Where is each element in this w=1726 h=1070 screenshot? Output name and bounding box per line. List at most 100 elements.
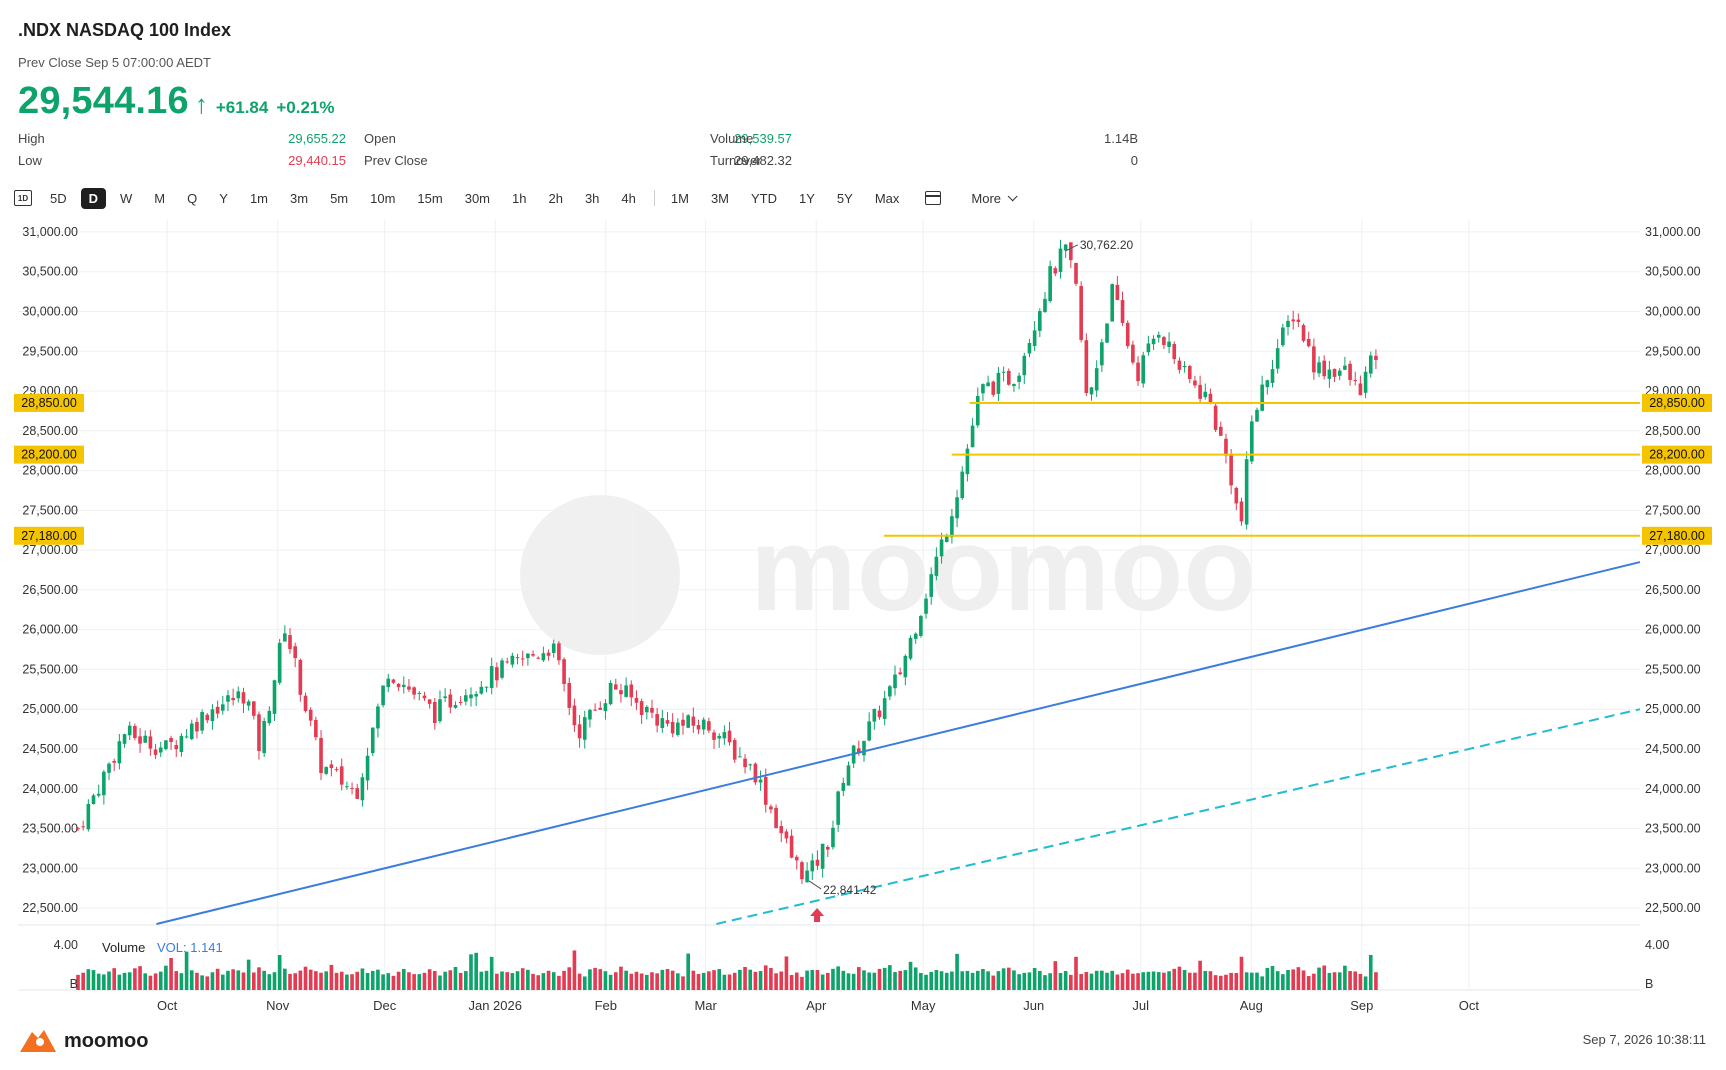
- volume-bar: [981, 968, 985, 990]
- timeframe-y-button[interactable]: Y: [219, 190, 228, 206]
- candle-body: [1291, 319, 1295, 322]
- timeframe-ytd-button[interactable]: YTD: [751, 190, 778, 206]
- y-tick-label-right: 28,500.00: [1645, 424, 1701, 438]
- candle-body: [500, 660, 504, 678]
- volume-bar: [1239, 956, 1244, 990]
- volume-bar: [515, 971, 520, 990]
- candle-body: [143, 735, 148, 743]
- candle: [1177, 357, 1182, 374]
- timeframe-w-button[interactable]: W: [120, 190, 133, 206]
- y-tick-label-right: 26,000.00: [1645, 623, 1701, 637]
- candle: [1120, 291, 1125, 326]
- y-tick-label-right: 24,500.00: [1645, 742, 1701, 756]
- timeframe-3h-button[interactable]: 3h: [584, 190, 600, 206]
- candle: [1327, 360, 1332, 388]
- candle-body: [339, 766, 344, 785]
- volume-bar: [944, 972, 949, 990]
- timeframe-5d-button[interactable]: 5D: [50, 190, 67, 206]
- timeframe-3m-button[interactable]: 3m: [290, 190, 309, 206]
- x-tick-label: Apr: [806, 998, 827, 1013]
- volume-bar: [1032, 968, 1037, 990]
- timeframe-1m-button[interactable]: 1M: [670, 190, 689, 206]
- volume-bar: [1270, 966, 1275, 990]
- timeframe-5m-button[interactable]: 5m: [330, 190, 349, 206]
- calendar-icon[interactable]: [925, 191, 942, 205]
- candle: [1270, 359, 1275, 388]
- candle: [298, 658, 303, 702]
- candle-body: [495, 667, 499, 681]
- candle-body: [934, 556, 939, 576]
- timeframe-max-button[interactable]: Max: [874, 190, 900, 206]
- intraday-icon[interactable]: 1D: [14, 190, 32, 206]
- volume-bar: [1363, 976, 1368, 990]
- candle: [893, 665, 897, 696]
- level-badge-label: 28,200.00: [21, 448, 77, 462]
- more-button[interactable]: More: [963, 188, 1022, 209]
- timeframe-2h-button[interactable]: 2h: [548, 190, 563, 206]
- range-group: 1M 3M YTD 1Y 5Y Max: [663, 188, 914, 209]
- candle: [350, 782, 354, 795]
- candle: [593, 703, 597, 711]
- timeframe-5y-button[interactable]: 5Y: [836, 190, 853, 206]
- watermark: moomoo: [520, 495, 1257, 655]
- more-label: More: [971, 190, 1002, 206]
- candle-body: [717, 735, 722, 739]
- volume-bar: [1203, 970, 1208, 990]
- volume-bar: [805, 970, 809, 990]
- timeframe-3m-button[interactable]: 3M: [710, 190, 730, 206]
- volume-bar: [314, 971, 318, 990]
- candle: [1043, 292, 1047, 313]
- y-tick-label-left: 22,500.00: [22, 901, 78, 915]
- candle-body: [1120, 299, 1125, 323]
- candle: [955, 489, 959, 528]
- candle: [784, 829, 789, 844]
- timeframe-1m-button[interactable]: 1m: [249, 190, 268, 206]
- timeframe-q-button[interactable]: Q: [187, 190, 198, 206]
- volume-bar: [241, 972, 246, 990]
- volume-bar: [567, 967, 572, 990]
- timeframe-4h-button[interactable]: 4h: [621, 190, 636, 206]
- candle-body: [1203, 391, 1208, 398]
- volume-bar: [96, 973, 101, 990]
- timeframe-10m-button[interactable]: 10m: [370, 190, 396, 206]
- volume-bar: [262, 970, 266, 990]
- candle-body: [432, 701, 437, 724]
- timeframe-15m-button[interactable]: 15m: [417, 190, 443, 206]
- timeframe-d-button[interactable]: D: [80, 187, 107, 209]
- candle-body: [551, 643, 556, 653]
- timeframe-1h-button[interactable]: 1h: [512, 190, 527, 206]
- candle-body: [158, 747, 163, 753]
- candle-body: [588, 709, 592, 720]
- volume-bar: [1213, 975, 1218, 990]
- candle-body: [867, 721, 871, 741]
- candle-body: [536, 657, 541, 659]
- volume-bar: [1312, 973, 1316, 990]
- candle-body: [913, 633, 918, 639]
- timeframe-30m-button[interactable]: 30m: [464, 190, 491, 206]
- candle-body: [257, 714, 261, 752]
- y-tick-label-left: 30,000.00: [22, 304, 78, 318]
- candle: [226, 690, 230, 712]
- volume-bar: [520, 968, 525, 990]
- volume-bar: [350, 974, 354, 990]
- price-chart[interactable]: moomoo 31,000.00 31,000.00 30,500.00 30,500.…: [0, 220, 1726, 1020]
- candle-body: [722, 732, 727, 739]
- y-tick-label-right: 31,000.00: [1645, 225, 1701, 239]
- candle-body: [376, 706, 380, 729]
- candle-body: [1239, 501, 1244, 522]
- timeframe-1y-button[interactable]: 1Y: [799, 190, 815, 206]
- volume-bar: [541, 973, 546, 990]
- timeframe-m-button[interactable]: M: [154, 190, 166, 206]
- level-badge-label: 28,850.00: [21, 396, 77, 410]
- candle-body: [458, 701, 463, 703]
- candle-body: [686, 715, 690, 728]
- level-badge: [14, 526, 84, 545]
- candle: [391, 678, 396, 685]
- candle-body: [438, 699, 442, 722]
- candle: [1079, 281, 1083, 343]
- candle: [138, 728, 142, 753]
- volume-bar: [355, 971, 360, 990]
- candle: [1368, 351, 1373, 378]
- candle-body: [117, 741, 122, 764]
- candle: [567, 677, 572, 716]
